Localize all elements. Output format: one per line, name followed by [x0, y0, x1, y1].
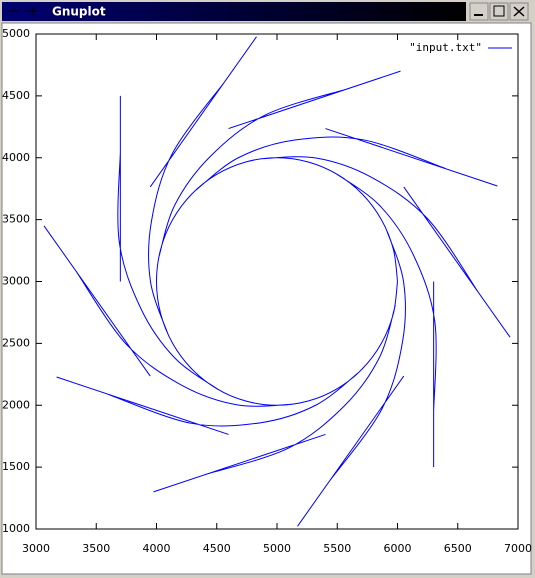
y-tick-label: 2500 — [2, 336, 30, 349]
legend-label: "input.txt" — [409, 41, 482, 54]
y-tick-label: 3500 — [2, 213, 30, 226]
x-tick-label: 6000 — [384, 542, 412, 555]
y-tick-label: 3000 — [2, 275, 30, 288]
y-tick-label: 4000 — [2, 151, 30, 164]
x-tick-label: 5500 — [323, 542, 351, 555]
x-tick-label: 3500 — [82, 542, 110, 555]
x-tick-label: 4500 — [203, 542, 231, 555]
x-tick-label: 5000 — [263, 542, 291, 555]
pin-icon[interactable] — [25, 7, 37, 15]
data-line — [43, 36, 511, 527]
window-title: Gnuplot — [52, 5, 106, 19]
x-tick-label: 4000 — [143, 542, 171, 555]
maximize-button[interactable] — [489, 2, 509, 21]
x-tick-label: 3000 — [22, 542, 50, 555]
x-tick-label: 6500 — [444, 542, 472, 555]
x-tick-label: 7000 — [504, 542, 532, 555]
close-button[interactable] — [509, 2, 529, 21]
y-tick-label: 4500 — [2, 89, 30, 102]
y-tick-label: 5000 — [2, 27, 30, 40]
y-tick-label: 2000 — [2, 398, 30, 411]
y-tick-label: 1500 — [2, 460, 30, 473]
minimize-button[interactable] — [469, 2, 489, 21]
title-bar — [2, 2, 466, 21]
plot-window — [1, 22, 532, 575]
y-tick-label: 1000 — [2, 522, 30, 535]
